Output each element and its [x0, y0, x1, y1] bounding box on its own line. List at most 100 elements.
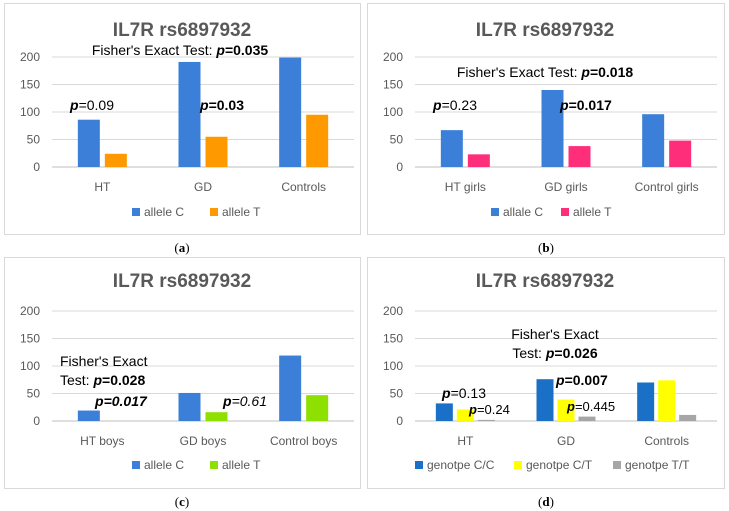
- x-tick-label: Control boys: [270, 434, 337, 448]
- legend-label: genotpe C/C: [427, 458, 495, 472]
- x-tick-label: GD boys: [180, 434, 227, 448]
- caption-b: (b): [538, 240, 554, 255]
- x-tick-label: Controls: [644, 434, 689, 448]
- y-tick-label: 100: [20, 105, 40, 119]
- legend-swatch: [132, 461, 140, 469]
- bar-allele-t: [568, 146, 591, 167]
- caption-d: (d): [538, 494, 554, 509]
- y-tick-label: 150: [20, 78, 40, 92]
- caption-a-letter: a: [178, 240, 186, 255]
- caption-c-letter: c: [179, 494, 185, 509]
- y-tick-label: 100: [383, 359, 403, 373]
- y-tick-label: 50: [27, 387, 41, 401]
- legend-swatch: [210, 461, 218, 469]
- chart-title: IL7R rs6897932: [113, 271, 251, 292]
- x-tick-label: HT girls: [445, 180, 486, 194]
- legend-label: allale C: [503, 205, 543, 219]
- y-tick-label: 0: [33, 160, 40, 174]
- annotation-text: p=0.09: [69, 97, 114, 113]
- y-tick-label: 200: [383, 304, 403, 318]
- annotation-text: Test: p=0.026: [512, 345, 597, 361]
- y-tick-label: 200: [20, 304, 40, 318]
- annotation-text: Fisher's Exact: [60, 353, 148, 369]
- bar-allele-c: [77, 119, 100, 167]
- x-tick-label: GD: [557, 434, 575, 448]
- bar-allale-c: [541, 90, 564, 167]
- bar-allele-c: [178, 392, 201, 421]
- y-tick-label: 0: [396, 160, 403, 174]
- bar-allele-t: [104, 153, 127, 167]
- chart-panel-c: [4, 257, 361, 489]
- legend-label: allele T: [573, 205, 612, 219]
- caption-a: (a): [174, 240, 190, 255]
- y-tick-label: 100: [20, 359, 40, 373]
- annotation-text: Fisher's Exact Test: p=0.035: [92, 42, 269, 58]
- annotation-text: Test: p=0.028: [60, 372, 145, 388]
- bar-genotpe-c-c: [536, 379, 554, 421]
- legend-swatch: [613, 461, 621, 469]
- legend-swatch: [415, 461, 423, 469]
- bar-genotpe-t-t: [578, 416, 596, 421]
- chart-title: IL7R rs6897932: [476, 20, 614, 41]
- y-tick-label: 0: [33, 414, 40, 428]
- annotation-text: p=0.017: [94, 393, 148, 409]
- annotation-text: p=0.445: [566, 399, 615, 414]
- chart-panel-d: [367, 257, 725, 489]
- legend-swatch: [210, 208, 218, 216]
- legend-swatch: [514, 461, 522, 469]
- caption-b-letter: b: [542, 240, 550, 255]
- legend-label: genotpe T/T: [625, 458, 690, 472]
- annotation-text: Fisher's Exact Test: p=0.018: [457, 64, 634, 80]
- legend-label: allele T: [222, 458, 261, 472]
- bar-allele-t: [306, 395, 329, 421]
- bar-allele-t: [467, 154, 490, 167]
- y-tick-label: 150: [383, 332, 403, 346]
- legend-label: allele C: [144, 205, 184, 219]
- y-tick-label: 50: [390, 387, 404, 401]
- legend-swatch: [561, 208, 569, 216]
- x-tick-label: HT: [457, 434, 474, 448]
- caption-d-letter: d: [542, 494, 550, 509]
- annotation-text: p=0.61: [222, 393, 267, 409]
- legend-swatch: [491, 208, 499, 216]
- y-tick-label: 150: [20, 332, 40, 346]
- y-tick-label: 50: [27, 133, 41, 147]
- bar-allele-c: [178, 61, 201, 168]
- y-tick-label: 150: [383, 78, 403, 92]
- annotation-text: p=0.007: [555, 372, 608, 388]
- x-tick-label: Control girls: [635, 180, 699, 194]
- bar-genotpe-c-t: [456, 409, 474, 421]
- bar-allele-t: [669, 140, 692, 167]
- annotation-text: p=0.24: [468, 402, 510, 417]
- bar-allale-c: [642, 114, 665, 167]
- x-tick-label: HT boys: [80, 434, 124, 448]
- y-tick-label: 200: [383, 50, 403, 64]
- bar-allele-c: [279, 355, 302, 421]
- bar-allale-c: [440, 130, 463, 167]
- x-tick-label: Controls: [281, 180, 326, 194]
- x-tick-label: GD girls: [544, 180, 587, 194]
- bar-genotpe-t-t: [477, 419, 495, 421]
- legend-swatch: [132, 208, 140, 216]
- annotation-text: Fisher's Exact: [511, 326, 599, 342]
- legend-label: allele C: [144, 458, 184, 472]
- bar-allele-c: [77, 410, 100, 421]
- bar-genotpe-c-t: [658, 380, 676, 421]
- bar-allele-t: [205, 412, 228, 421]
- bar-genotpe-c-c: [435, 403, 453, 421]
- bar-allele-c: [279, 57, 302, 167]
- y-tick-label: 50: [390, 133, 404, 147]
- annotation-text: p=0.23: [432, 97, 477, 113]
- bar-genotpe-c-c: [637, 382, 655, 421]
- chart-title: IL7R rs6897932: [113, 20, 251, 41]
- y-tick-label: 200: [20, 50, 40, 64]
- annotation-text: p=0.017: [559, 97, 612, 113]
- x-tick-label: HT: [94, 180, 111, 194]
- y-tick-label: 0: [396, 414, 403, 428]
- bar-allele-t: [205, 136, 228, 167]
- legend-label: allele T: [222, 205, 261, 219]
- legend-label: genotpe C/T: [526, 458, 593, 472]
- x-tick-label: GD: [194, 180, 212, 194]
- caption-c: (c): [174, 494, 190, 509]
